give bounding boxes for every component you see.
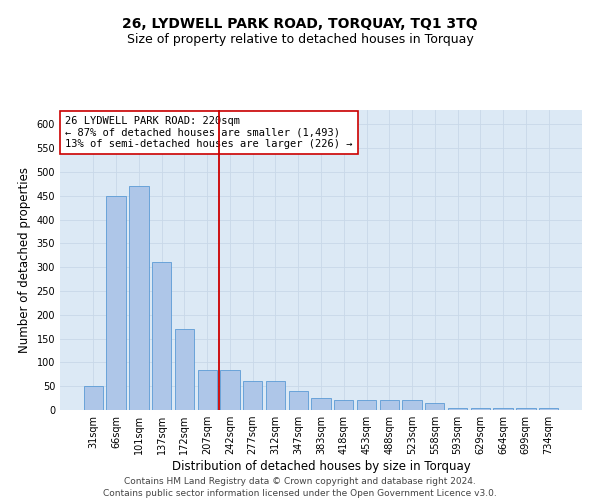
Bar <box>539 408 558 410</box>
Bar <box>311 398 331 410</box>
Bar <box>289 391 308 410</box>
Text: Contains HM Land Registry data © Crown copyright and database right 2024.: Contains HM Land Registry data © Crown c… <box>124 478 476 486</box>
Bar <box>152 262 172 410</box>
Bar <box>106 196 126 410</box>
Bar <box>493 408 513 410</box>
Bar <box>425 403 445 410</box>
Bar <box>448 408 467 410</box>
Bar <box>220 370 239 410</box>
Bar <box>266 382 285 410</box>
Bar <box>357 400 376 410</box>
Text: Size of property relative to detached houses in Torquay: Size of property relative to detached ho… <box>127 32 473 46</box>
Text: 26, LYDWELL PARK ROAD, TORQUAY, TQ1 3TQ: 26, LYDWELL PARK ROAD, TORQUAY, TQ1 3TQ <box>122 18 478 32</box>
Text: Contains public sector information licensed under the Open Government Licence v3: Contains public sector information licen… <box>103 489 497 498</box>
X-axis label: Distribution of detached houses by size in Torquay: Distribution of detached houses by size … <box>172 460 470 473</box>
Y-axis label: Number of detached properties: Number of detached properties <box>18 167 31 353</box>
Bar <box>243 382 262 410</box>
Bar <box>175 329 194 410</box>
Bar <box>516 408 536 410</box>
Text: 26 LYDWELL PARK ROAD: 220sqm
← 87% of detached houses are smaller (1,493)
13% of: 26 LYDWELL PARK ROAD: 220sqm ← 87% of de… <box>65 116 353 149</box>
Bar <box>403 400 422 410</box>
Bar <box>84 386 103 410</box>
Bar <box>380 400 399 410</box>
Bar <box>197 370 217 410</box>
Bar <box>129 186 149 410</box>
Bar <box>470 408 490 410</box>
Bar <box>334 400 353 410</box>
